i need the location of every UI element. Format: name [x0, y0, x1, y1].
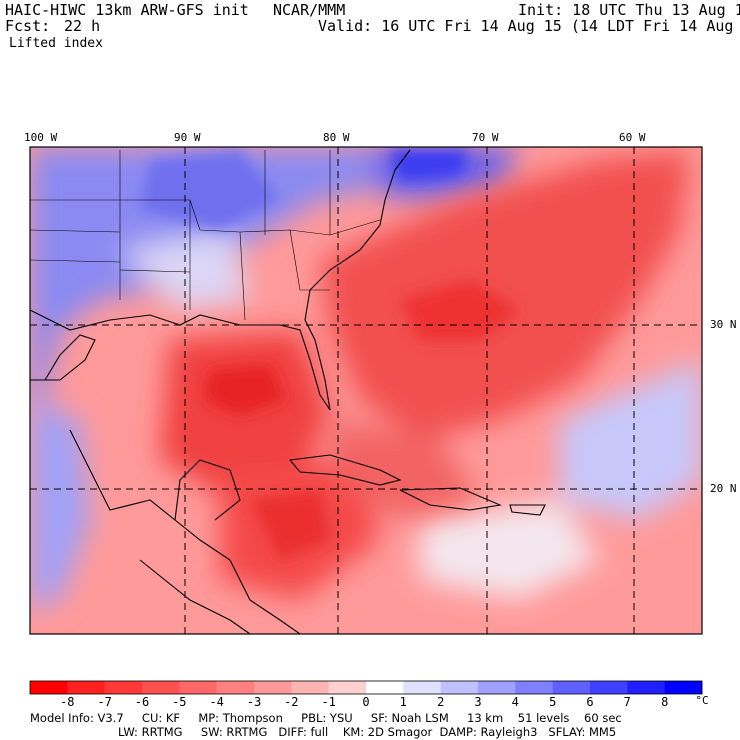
colorbar	[29, 680, 703, 695]
colorbar-swatch	[366, 681, 404, 694]
colorbar-swatch	[254, 681, 292, 694]
colorbar-swatch	[142, 681, 180, 694]
colorbar-tick-label: 1	[399, 695, 407, 709]
colorbar-tick-label: -6	[134, 695, 150, 709]
lon-label-60w: 60 W	[619, 131, 646, 144]
colorbar-swatch	[515, 681, 553, 694]
graticule	[30, 147, 702, 634]
valid-time: Valid: 16 UTC Fri 14 Aug 15 (14 LDT Fri …	[318, 17, 740, 35]
colorbar-tick-label: -1	[321, 695, 336, 709]
colorbar-tick-label: 2	[437, 695, 445, 709]
colorbar-unit: °C	[695, 694, 709, 707]
colorbar-swatch	[403, 681, 441, 694]
colorbar-tick-label: -4	[209, 695, 224, 709]
colorbar-tick-label: 6	[586, 695, 594, 709]
lon-label-70w: 70 W	[472, 131, 499, 144]
colorbar-tick-label: 7	[623, 695, 631, 709]
colorbar-tick-label: 5	[549, 695, 557, 709]
model-info-line1: Model Info: V3.7 CU: KF MP: Thompson PBL…	[30, 711, 622, 725]
colorbar-tick-label: -5	[172, 695, 187, 709]
colorbar-swatch	[179, 681, 217, 694]
colorbar-tick-label: 8	[661, 695, 669, 709]
colorbar-swatch	[291, 681, 329, 694]
lon-label-100w: 100 W	[24, 131, 58, 144]
colorbar-swatch	[440, 681, 479, 694]
lat-label-20n: 20 N	[710, 482, 737, 495]
map-frame	[29, 146, 703, 635]
field-shading	[30, 147, 702, 634]
colorbar-swatch	[104, 681, 143, 694]
colorbar-tick-label: -3	[246, 695, 262, 709]
colorbar-swatch	[590, 681, 628, 694]
colorbar-tick-label: 4	[511, 695, 519, 709]
lon-label-90w: 90 W	[174, 131, 201, 144]
lon-label-80w: 80 W	[323, 131, 350, 144]
lat-label-30n: 30 N	[710, 318, 737, 331]
colorbar-tick-label: -2	[284, 695, 299, 709]
colorbar-swatch	[30, 681, 68, 694]
colorbar-frame	[29, 680, 703, 695]
fcst-value: 22 h	[64, 17, 101, 35]
colorbar-swatch	[552, 681, 591, 694]
colorbar-swatch	[328, 681, 367, 694]
colorbar-tick-label: -7	[97, 695, 112, 709]
field-name: Lifted index	[9, 36, 103, 51]
init-time: Init: 18 UTC Thu 13 Aug 15	[518, 1, 740, 19]
model-info-line2: LW: RRTMG SW: RRTMG DIFF: full KM: 2D Sm…	[118, 725, 617, 739]
colorbar-swatch	[67, 681, 105, 694]
colorbar-tick-label: 0	[362, 695, 370, 709]
fcst-label: Fcst:	[5, 17, 51, 35]
center-label: NCAR/MMM	[273, 1, 346, 19]
colorbar-tick-label: -8	[60, 695, 75, 709]
colorbar-swatch	[664, 681, 703, 694]
colorbar-tick-label: 3	[474, 695, 482, 709]
colorbar-swatch	[478, 681, 516, 694]
colorbar-swatch	[216, 681, 255, 694]
model-title: HAIC-HIWC 13km ARW-GFS init	[5, 1, 249, 19]
colorbar-swatch	[627, 681, 665, 694]
